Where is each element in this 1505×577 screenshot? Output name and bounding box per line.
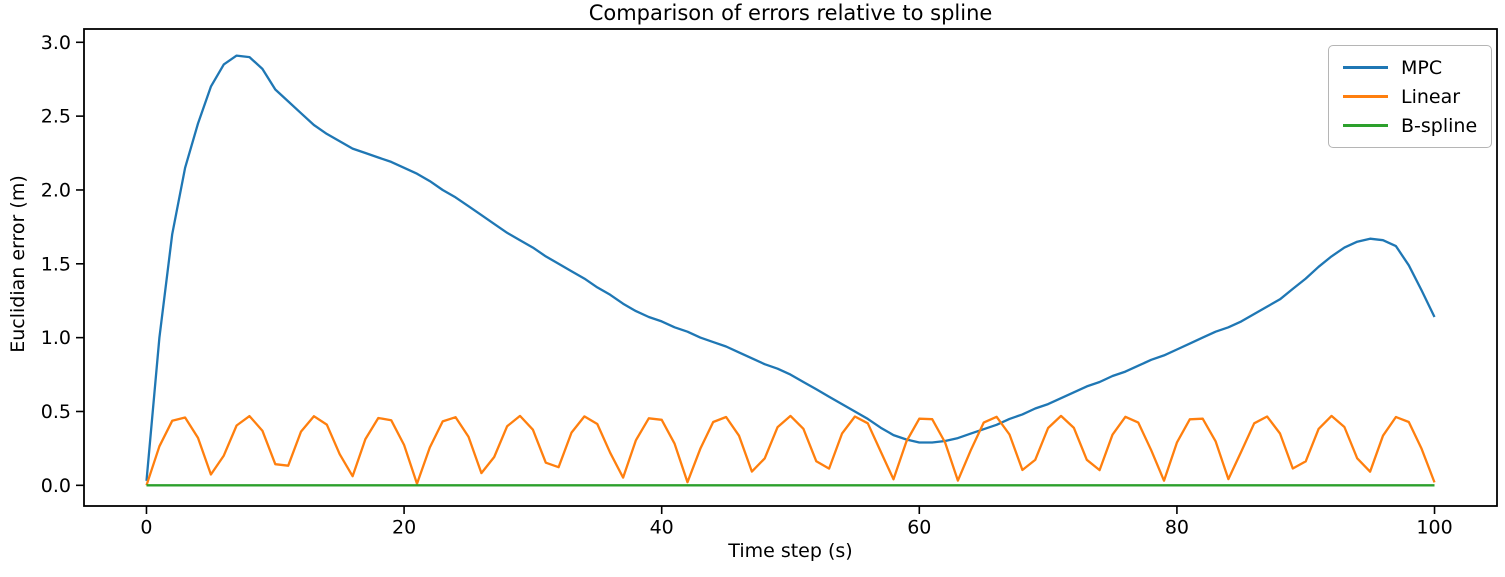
axes-frame (83, 28, 1498, 507)
y-tick-label: 2.5 (41, 106, 71, 128)
legend-label: MPC (1401, 56, 1443, 79)
legend-line-swatch (1343, 94, 1388, 99)
x-tick-label: 80 (1165, 517, 1189, 539)
y-tick-label: 3.0 (41, 32, 71, 54)
legend-line-swatch (1343, 123, 1388, 128)
y-tick-label: 0.0 (41, 475, 71, 497)
legend-label: Linear (1401, 85, 1461, 108)
x-tick-label: 60 (907, 517, 931, 539)
y-axis-label: Euclidian error (m) (7, 175, 29, 353)
y-tick-label: 1.5 (41, 253, 71, 275)
legend-line-swatch (1343, 65, 1388, 70)
y-tick-label: 2.0 (41, 179, 71, 201)
y-tick-label: 0.5 (41, 401, 71, 423)
x-tick-label: 20 (392, 517, 416, 539)
x-axis-label: Time step (s) (728, 540, 853, 562)
y-tick-label: 1.0 (41, 327, 71, 349)
legend-label: B-spline (1401, 114, 1478, 137)
series-line-linear (145, 414, 1436, 486)
x-tick-label: 100 (1416, 517, 1452, 539)
legend-item-mpc: MPC (1343, 53, 1477, 82)
x-tick-label: 0 (140, 517, 152, 539)
series-line-mpc (145, 54, 1436, 482)
x-tick-label: 40 (650, 517, 674, 539)
legend: MPC Linear B-spline (1328, 45, 1493, 148)
chart-title: Comparison of errors relative to spline (588, 1, 993, 25)
legend-item-b-spline: B-spline (1343, 111, 1477, 140)
legend-item-linear: Linear (1343, 82, 1477, 111)
